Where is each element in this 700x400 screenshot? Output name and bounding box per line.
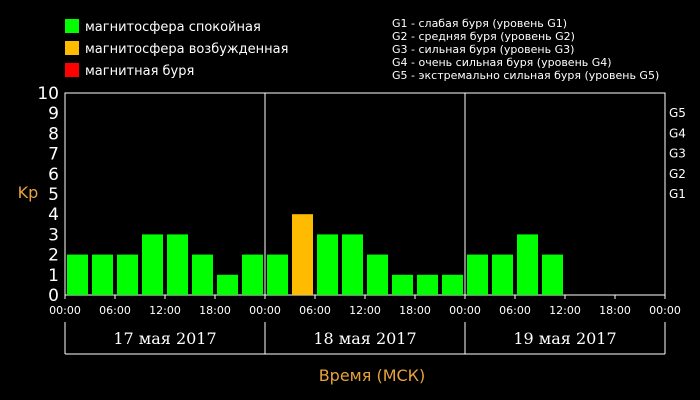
x-tick-label: 12:00 [349, 304, 381, 317]
y-tick-label: 7 [48, 145, 59, 165]
day-label: 19 мая 2017 [513, 329, 616, 348]
kp-bar [192, 254, 213, 295]
legend-label: магнитосфера спокойная [85, 20, 261, 35]
legend: магнитосфера спокойная магнитосфера возбу… [65, 19, 288, 79]
kp-bar [342, 234, 363, 295]
day-labels: 17 мая 2017 18 мая 2017 19 мая 2017 [64, 322, 666, 355]
kp-bar [117, 254, 138, 295]
x-tick-label: 06:00 [499, 304, 531, 317]
g-level-label: G5 [669, 106, 686, 120]
y-tick-label: 6 [48, 165, 59, 185]
kp-bar [492, 254, 513, 295]
y-tick-label: 0 [48, 286, 59, 306]
y-tick-label: 1 [48, 266, 59, 286]
x-axis-title: Время (МСК) [319, 366, 426, 385]
legend-swatch [65, 41, 79, 55]
y-tick-label: 3 [48, 225, 59, 245]
kp-bar [542, 254, 563, 295]
kp-bar [367, 254, 388, 295]
kp-bar [242, 254, 263, 295]
kp-bar [217, 274, 238, 295]
y-tick-label: 2 [48, 246, 59, 266]
kp-bar [142, 234, 163, 295]
x-tick-label: 00:00 [449, 304, 481, 317]
storm-level-legend: G1 - слабая буря (уровень G1)G2 - средня… [392, 17, 659, 82]
storm-level-legend-item: G5 - экстремально сильная буря (уровень … [392, 69, 659, 82]
kp-bar [317, 234, 338, 295]
kp-bar [92, 254, 113, 295]
g-level-label: G4 [669, 126, 686, 140]
bars [67, 214, 563, 295]
x-tick-label: 12:00 [149, 304, 181, 317]
kp-bar [392, 274, 413, 295]
y-axis-title: Kp [18, 183, 39, 202]
legend-swatch [65, 63, 79, 77]
y-tick-label: 4 [48, 205, 59, 225]
y-tick-label: 5 [48, 185, 59, 205]
y-tick-label: 9 [48, 104, 59, 124]
x-tick-label: 18:00 [599, 304, 631, 317]
kp-bar [67, 254, 88, 295]
x-axis-ticks: 00:00 06:00 12:00 18:00 00:00 06:00 12:00 18:00… [49, 295, 681, 317]
kp-bar [292, 214, 313, 295]
g-level-ticks: G1 G2 G3 G4 G5 [669, 106, 686, 201]
legend-swatch [65, 19, 79, 33]
kp-bar [442, 274, 463, 295]
g-level-label: G1 [669, 187, 686, 201]
day-label: 18 мая 2017 [313, 329, 416, 348]
g-level-label: G3 [669, 147, 686, 161]
kp-bar [167, 234, 188, 295]
x-tick-label: 18:00 [399, 304, 431, 317]
y-tick-label: 10 [37, 84, 59, 104]
storm-level-legend-item: G2 - средняя буря (уровень G2) [392, 30, 575, 43]
x-tick-label: 00:00 [49, 304, 81, 317]
kp-bar [267, 254, 288, 295]
day-label: 17 мая 2017 [113, 329, 216, 348]
legend-label: магнитосфера возбужденная [85, 42, 288, 57]
storm-level-legend-item: G4 - очень сильная буря (уровень G4) [392, 56, 612, 69]
x-tick-label: 12:00 [549, 304, 581, 317]
x-tick-label: 00:00 [249, 304, 281, 317]
g-level-label: G2 [669, 167, 686, 181]
legend-label: магнитная буря [85, 64, 194, 79]
x-tick-label: 06:00 [99, 304, 131, 317]
storm-level-legend-item: G1 - слабая буря (уровень G1) [392, 17, 567, 30]
kp-bar [467, 254, 488, 295]
kp-bar [417, 274, 438, 295]
x-tick-label: 18:00 [199, 304, 231, 317]
y-tick-label: 8 [48, 124, 59, 144]
storm-level-legend-item: G3 - сильная буря (уровень G3) [392, 43, 574, 56]
x-tick-label: 06:00 [299, 304, 331, 317]
kp-bar [517, 234, 538, 295]
x-tick-label: 00:00 [649, 304, 681, 317]
